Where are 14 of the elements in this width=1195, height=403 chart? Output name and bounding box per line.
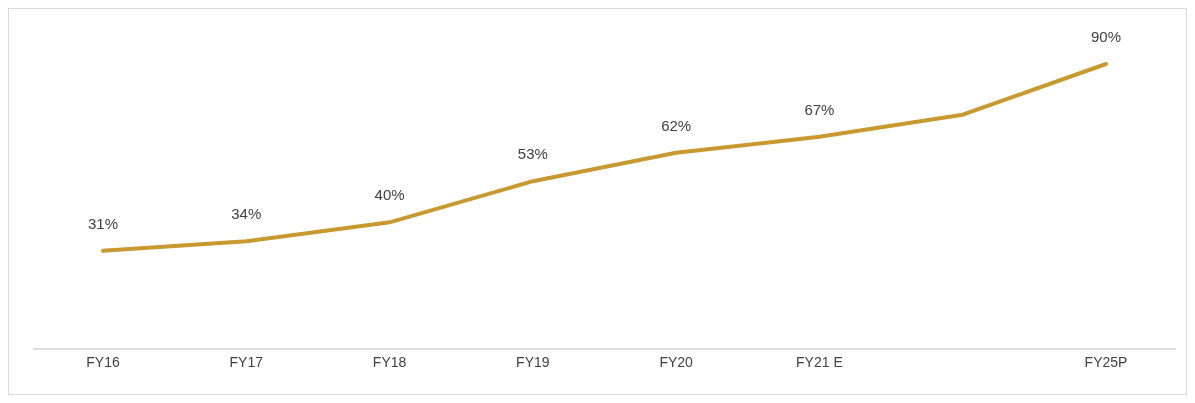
- data-label: 62%: [661, 116, 692, 134]
- data-label: 53%: [517, 145, 548, 163]
- x-tick-label: FY25P: [1084, 353, 1128, 370]
- data-label: 34%: [231, 205, 262, 223]
- x-tick-label: FY20: [659, 353, 694, 370]
- x-tick-label: FY21 E: [796, 353, 843, 370]
- x-tick-label: FY16: [86, 353, 120, 370]
- data-label: 67%: [804, 100, 835, 118]
- x-tick-label: FY18: [372, 353, 407, 370]
- data-label: 31%: [87, 214, 119, 232]
- x-tick-label: FY17: [229, 353, 264, 370]
- data-label: 90%: [1090, 28, 1122, 45]
- data-label: 40%: [374, 186, 405, 204]
- x-tick-label: FY19: [516, 353, 550, 370]
